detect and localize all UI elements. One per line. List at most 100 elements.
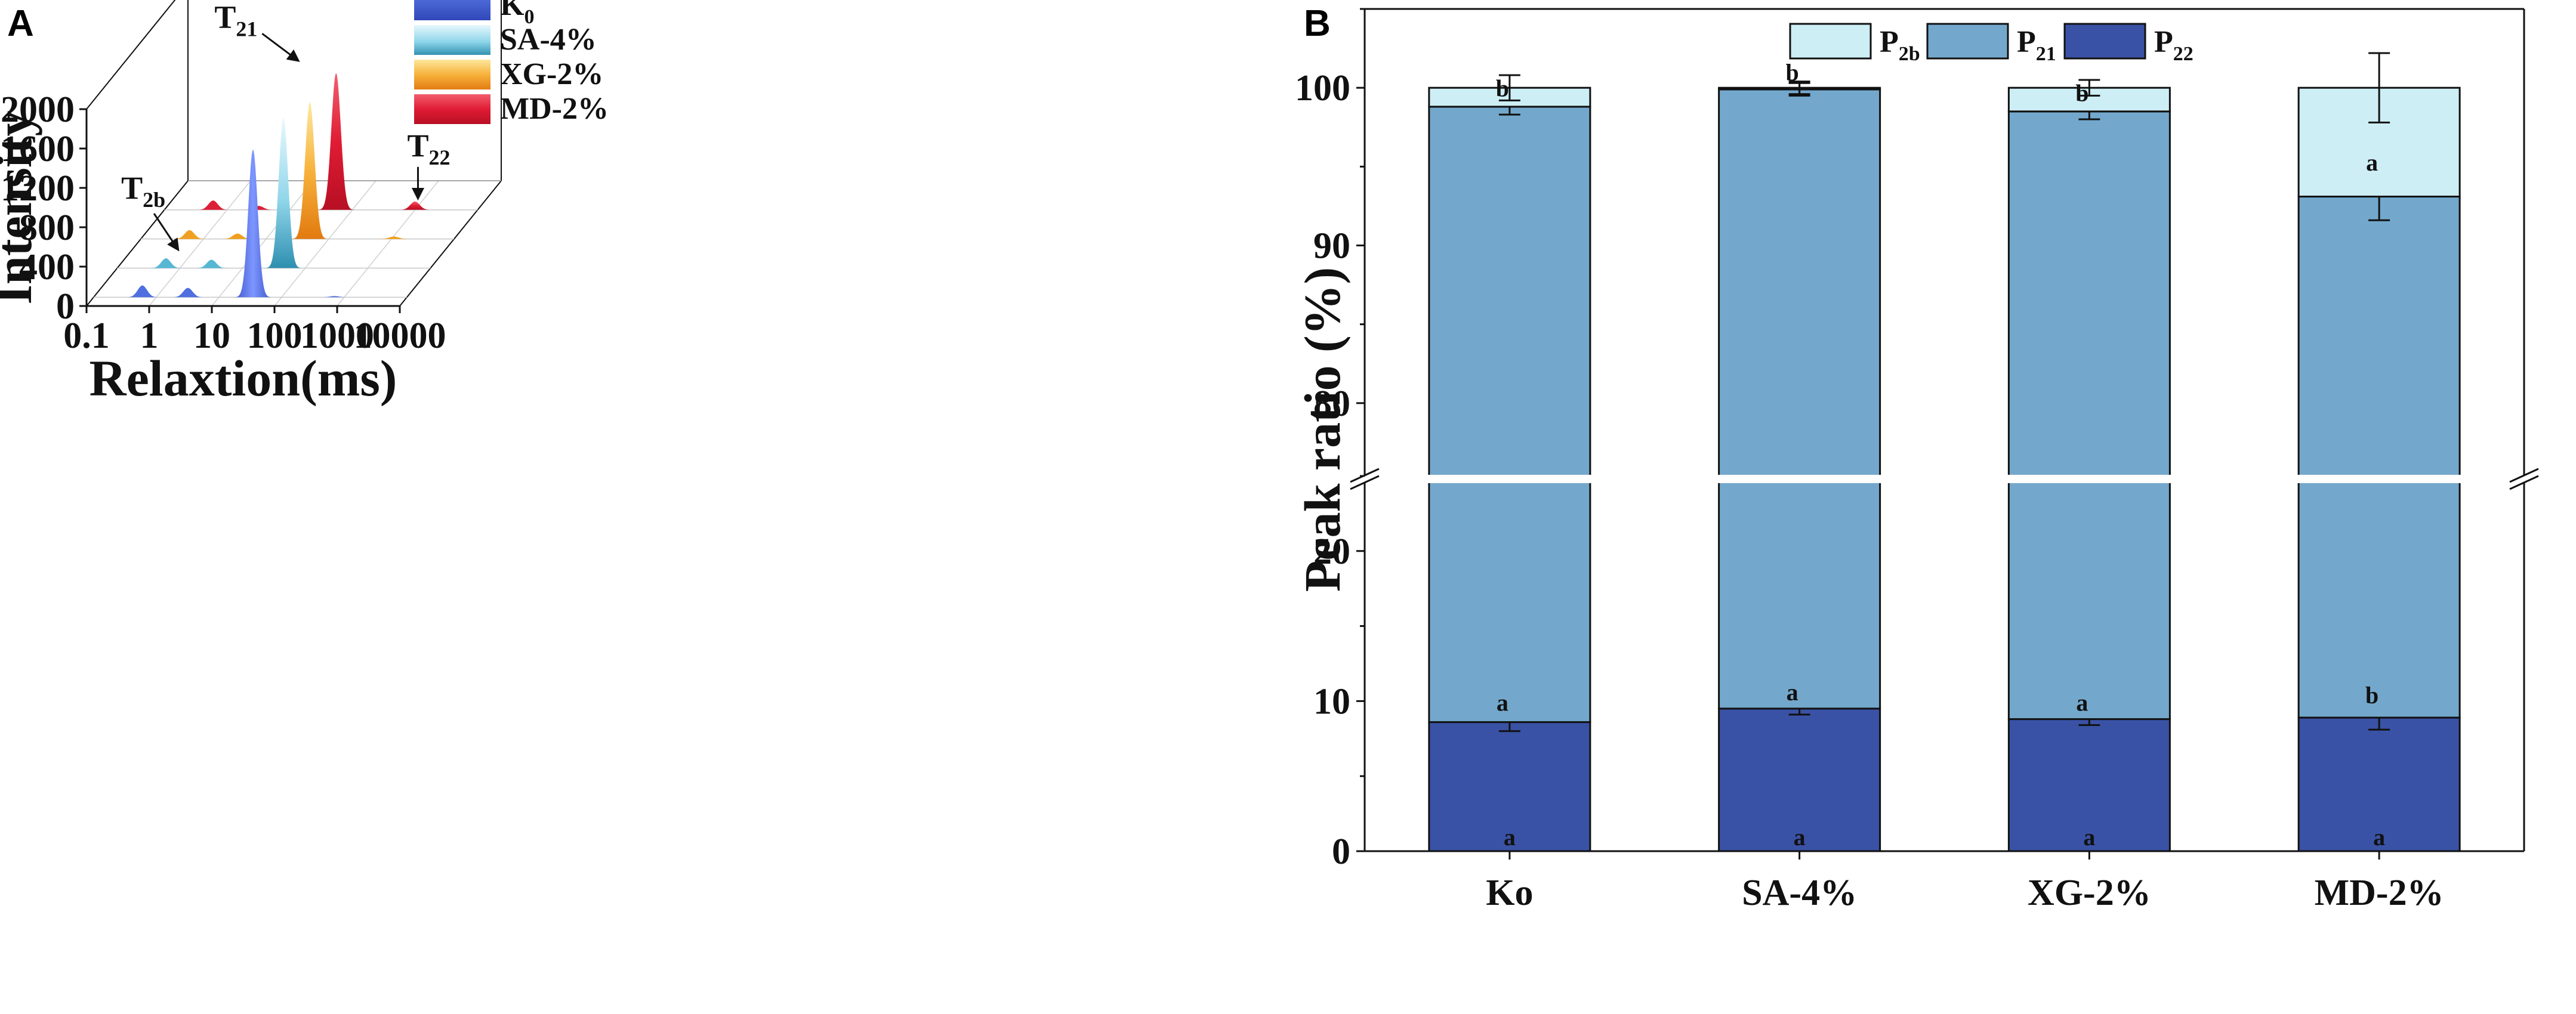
b-bar-P21-SA-4% [1718, 475, 1881, 710]
b-y-tick-label: 90 [1313, 226, 1350, 267]
b-y-tick-label: 100 [1295, 68, 1350, 109]
a-floor-gridline [211, 180, 314, 307]
a-peak-MD-2% [240, 206, 277, 210]
b-break-mark [2509, 468, 2539, 483]
a-top-edge [86, 0, 176, 110]
a-series-group [93, 73, 478, 298]
b-bar-P22-Ko [1428, 721, 1591, 852]
b-legend-swatch-P2b [1789, 23, 1872, 60]
a-legend-swatch-K0 [413, 0, 492, 21]
a-legend-label-main: XG-2% [500, 57, 603, 91]
panel-a-letter: A [7, 3, 34, 44]
a-annotation-t21-main: T [214, 0, 236, 35]
a-arrow-t2b [153, 213, 180, 252]
a-x-tick-label: 10 [193, 316, 230, 356]
a-back-wall [187, 0, 502, 181]
a-annotation-t22-sub: 22 [428, 146, 450, 169]
b-sig-label-P21: b [1786, 59, 1799, 86]
b-bar-P21-XG-2% [2007, 475, 2171, 721]
b-x-tick-label: Ko [1486, 873, 1533, 913]
a-axes-frame [85, 0, 502, 307]
b-x-tick-label: SA-4% [1742, 873, 1857, 913]
b-bar-P21-Ko [1428, 475, 1591, 724]
a-x-tick-label: 0.1 [63, 316, 110, 356]
panel-a: A 0.1 1 10 1001000100000400800120016002000 … [0, 0, 609, 407]
b-legend-label-main: P [1880, 25, 1899, 59]
a-peak-K0 [316, 296, 354, 298]
b-legend-label: P21 [2017, 25, 2056, 65]
b-bar-P22-MD-2% [2297, 716, 2461, 852]
b-sig-label-P22: a [1787, 679, 1798, 706]
b-inner-label-P22: a [2083, 824, 2095, 851]
b-break-mark [2509, 475, 2539, 490]
a-legend-swatch-XG-2% [413, 58, 492, 91]
b-sig-label-P22: a [1497, 690, 1508, 716]
a-annotation-t2b: T2b [121, 170, 165, 212]
b-bar-P21-MD-2% [2297, 475, 2461, 719]
a-y-tick-label: 1200 [1, 168, 75, 209]
a-floor-left-edge [86, 180, 189, 307]
b-inner-label-P22: a [1794, 824, 1806, 851]
a-x-tick-label: 10000 [354, 316, 446, 356]
b-legend-label-main: P [2017, 25, 2036, 59]
a-x-axis-title: Relaxtion(ms) [90, 350, 397, 407]
a-floor-gridline [337, 180, 439, 307]
b-bars-group [1428, 52, 2461, 852]
b-sig-label-P21: b [1496, 75, 1509, 102]
a-floor-gridline [274, 180, 377, 307]
a-peak-XG-2% [218, 233, 257, 239]
b-x-tick-label: MD-2% [2315, 873, 2444, 913]
b-legend-swatch-P22 [2063, 23, 2146, 60]
a-legend-label-main: MD-2% [500, 92, 609, 126]
a-y-tick-label: 2000 [1, 89, 75, 130]
b-y-tick-label: 20 [1313, 531, 1350, 572]
a-annotation-t21: T21 [214, 0, 257, 41]
b-legend-label-sub: 2b [1899, 43, 1920, 65]
b-sig-label-P21: a [2366, 149, 2378, 176]
b-legend-label-sub: 21 [2036, 43, 2056, 65]
a-peak-SA-4% [192, 259, 230, 268]
a-y-tick-label: 1600 [1, 129, 75, 169]
a-legend-label-main: K [500, 0, 525, 22]
b-sig-label-P21: b [2075, 80, 2088, 107]
a-peak-XG-2% [375, 236, 413, 239]
a-legend-swatch-MD-2% [413, 93, 492, 125]
b-axis-break-band [1363, 475, 2525, 483]
a-annotation-t21-sub: 21 [236, 17, 257, 41]
b-bar-P21-SA-4% [1718, 88, 1881, 483]
a-legend-label-sub: 0 [524, 6, 534, 28]
a-peak-K0 [234, 149, 272, 298]
panel-b-letter: B [1304, 3, 1331, 44]
a-peak-SA-4% [147, 258, 185, 268]
b-bar-P21-MD-2% [2297, 196, 2461, 483]
a-floor-right-edge [399, 180, 502, 307]
a-annotation-t2b-main: T [121, 170, 143, 206]
a-peak-K0 [124, 285, 162, 298]
a-y-axis-title: Intensity [0, 111, 42, 305]
b-legend-swatch-P21 [1926, 23, 2009, 60]
a-peak-K0 [169, 287, 207, 298]
b-y-tick-label: 0 [1332, 831, 1350, 872]
a-peak-XG-2% [291, 102, 329, 239]
b-legend-label: P2b [1880, 25, 1920, 65]
b-legend-label: P22 [2154, 25, 2194, 65]
a-annotation-t22-main: T [407, 128, 428, 163]
a-x-tick-label: 1 [140, 316, 159, 356]
a-peak-SA-4% [264, 118, 303, 268]
a-annotation-t2b-sub: 2b [143, 188, 165, 212]
b-legend-label-sub: 22 [2173, 43, 2194, 65]
b-inner-label-P22: a [2373, 824, 2385, 851]
a-legend-label: SA-4% [500, 23, 597, 57]
a-y-tick-label: 0 [56, 286, 75, 327]
a-legend-label: MD-2% [500, 92, 609, 126]
a-legend-label: XG-2% [500, 57, 603, 91]
a-annotation-t22: T22 [407, 128, 450, 169]
a-y-tick-label: 400 [19, 247, 75, 287]
a-peak-MD-2% [194, 200, 232, 210]
b-legend-label-main: P [2154, 25, 2173, 59]
b-break-mark [1350, 475, 1380, 490]
